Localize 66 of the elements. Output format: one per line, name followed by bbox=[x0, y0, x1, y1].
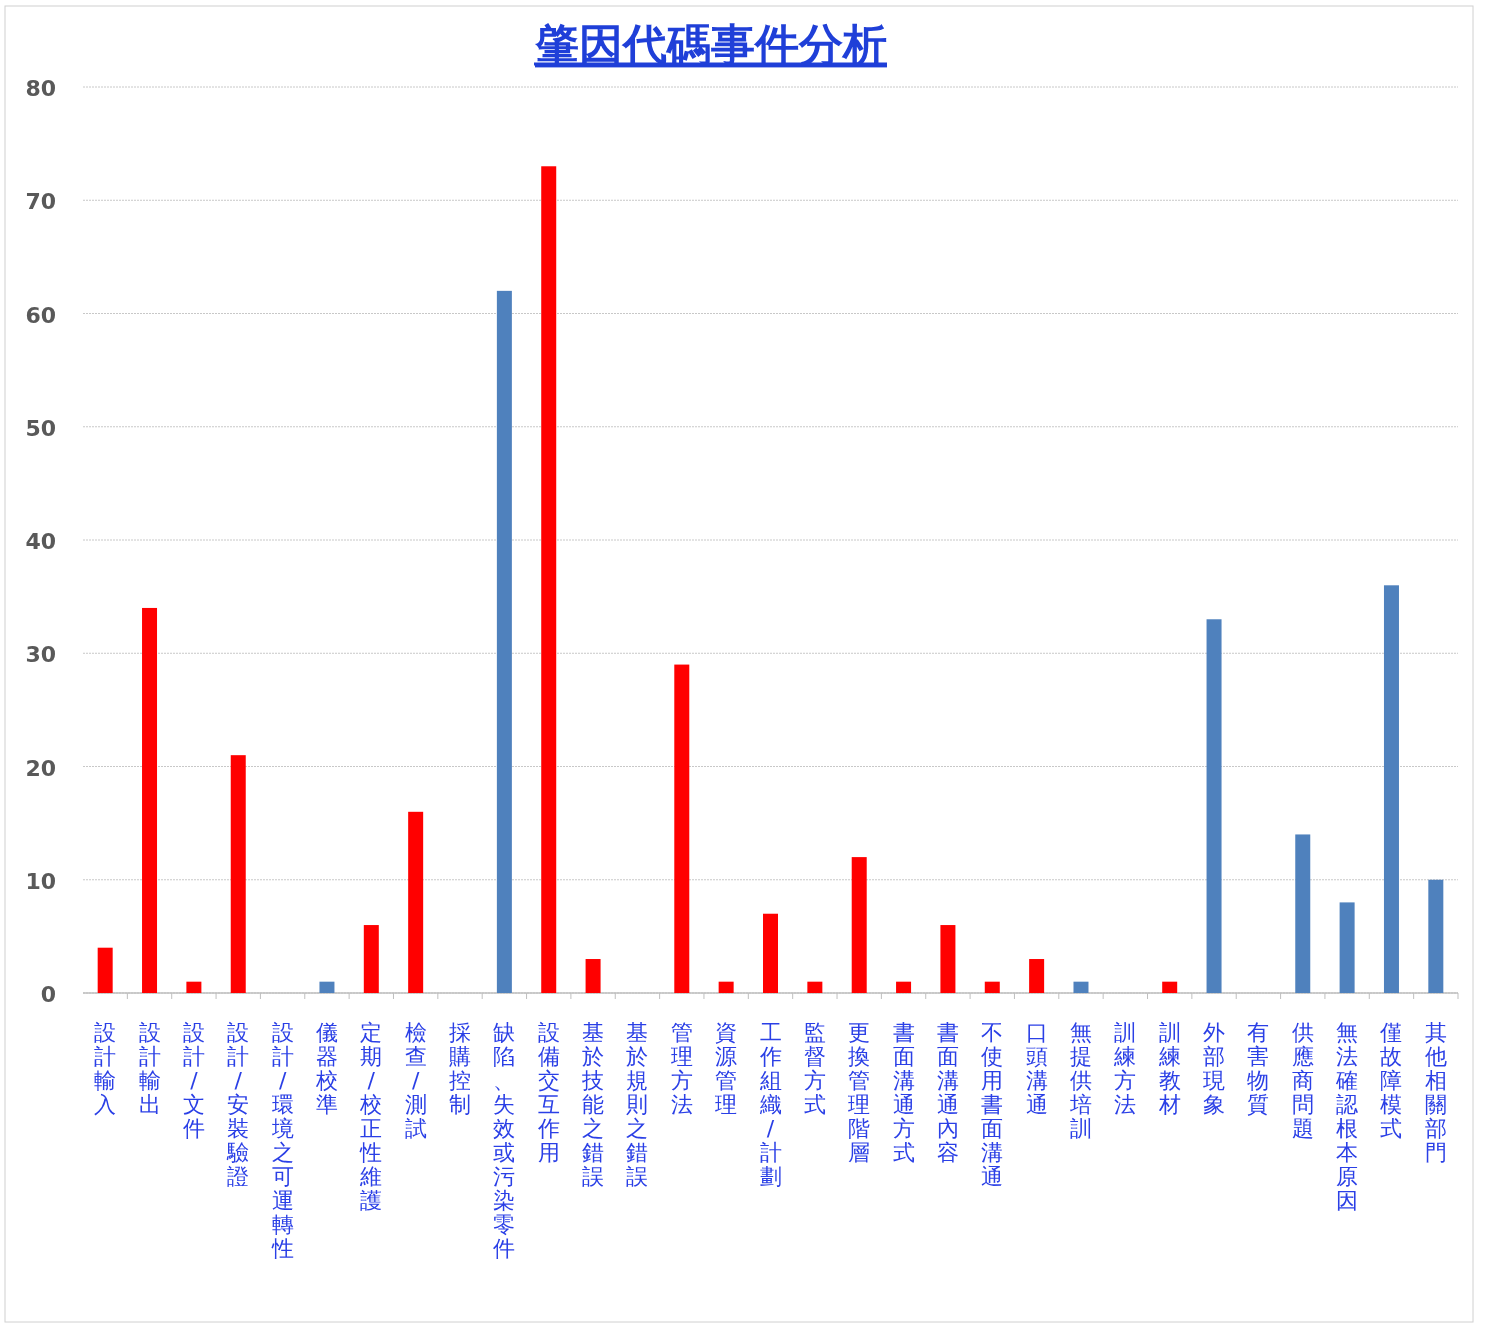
x-tick-label: 設備交互作用 bbox=[536, 1020, 560, 1165]
bar bbox=[1428, 879, 1444, 993]
x-tick-label: 管理方法 bbox=[670, 1020, 693, 1117]
x-tick-label: 資源管理 bbox=[715, 1020, 738, 1117]
bar bbox=[1073, 981, 1089, 993]
bar bbox=[1029, 959, 1045, 993]
bar bbox=[674, 664, 690, 993]
x-tick-label: 外部現象 bbox=[1203, 1020, 1226, 1117]
bar bbox=[585, 959, 601, 993]
x-tick-label: 僅故障模式 bbox=[1379, 1020, 1403, 1141]
x-tick-label: 訓練教材 bbox=[1157, 1020, 1181, 1117]
x-tick-label: 設計/文件 bbox=[182, 1020, 205, 1141]
x-tick-label: 書面溝通內容 bbox=[936, 1020, 959, 1165]
x-tick-label: 無法確認根本原因 bbox=[1335, 1020, 1359, 1213]
x-tick-label: 無提供培訓 bbox=[1068, 1020, 1092, 1141]
x-tick-label: 定期/校正性維護 bbox=[359, 1020, 383, 1213]
bar bbox=[230, 755, 246, 993]
y-tick-label: 30 bbox=[25, 642, 56, 668]
bar bbox=[186, 981, 202, 993]
x-tick-label: 設計/安裝驗證 bbox=[226, 1020, 250, 1189]
x-tick-label: 訓練方法 bbox=[1113, 1020, 1137, 1117]
x-tick-label: 工作組織/計劃 bbox=[758, 1020, 782, 1189]
bar bbox=[851, 857, 867, 993]
x-tick-label: 設計輸出 bbox=[138, 1020, 161, 1117]
y-tick-label: 50 bbox=[25, 415, 56, 441]
x-tick-label: 有害物質 bbox=[1247, 1020, 1270, 1117]
y-tick-label: 40 bbox=[25, 529, 56, 554]
x-tick-label: 基於技能之錯誤 bbox=[581, 1020, 605, 1189]
bar bbox=[1162, 981, 1178, 993]
bar bbox=[408, 811, 424, 993]
bar bbox=[1295, 834, 1311, 993]
bar bbox=[1383, 585, 1399, 993]
bar bbox=[896, 981, 912, 993]
bar bbox=[363, 925, 379, 993]
bar bbox=[1206, 619, 1222, 993]
category-label: 設計/環境之可運轉性 bbox=[271, 1020, 294, 1261]
x-tick-label: 檢查/測試 bbox=[404, 1020, 427, 1141]
y-tick-label: 0 bbox=[40, 982, 56, 1007]
y-tick-label: 10 bbox=[25, 868, 56, 894]
x-tick-label: 書面溝通方式 bbox=[892, 1020, 915, 1165]
x-tick-label: 採購控制 bbox=[449, 1020, 472, 1117]
bar bbox=[718, 981, 734, 993]
y-tick-label: 80 bbox=[25, 76, 56, 101]
x-tick-label: 基於規則之錯誤 bbox=[626, 1020, 649, 1189]
x-tick-label: 供應商問題 bbox=[1291, 1020, 1314, 1141]
bar bbox=[763, 913, 778, 993]
bar bbox=[807, 981, 823, 993]
x-tick-label: 口頭溝通 bbox=[1025, 1020, 1048, 1117]
bar bbox=[496, 290, 512, 993]
bar bbox=[541, 166, 557, 993]
bar bbox=[142, 607, 158, 993]
x-tick-label: 不使用書面溝通 bbox=[981, 1020, 1004, 1189]
bar bbox=[1339, 902, 1355, 993]
bar bbox=[319, 981, 335, 993]
y-tick-label: 60 bbox=[25, 302, 56, 328]
category-label: 缺陷、失效或污染零件 bbox=[493, 1020, 516, 1261]
x-tick-label: 更換管理階層 bbox=[848, 1020, 871, 1165]
x-tick-label: 設計輸入 bbox=[94, 1020, 117, 1117]
bar bbox=[97, 947, 113, 993]
x-tick-label: 儀器校準 bbox=[314, 1020, 338, 1117]
y-tick-label: 70 bbox=[25, 189, 56, 215]
y-tick-label: 20 bbox=[25, 755, 56, 781]
x-tick-label: 監督方式 bbox=[803, 1020, 826, 1117]
bar bbox=[940, 925, 956, 993]
x-tick-label: 其他相關部門 bbox=[1424, 1020, 1447, 1165]
bar bbox=[984, 981, 1000, 993]
